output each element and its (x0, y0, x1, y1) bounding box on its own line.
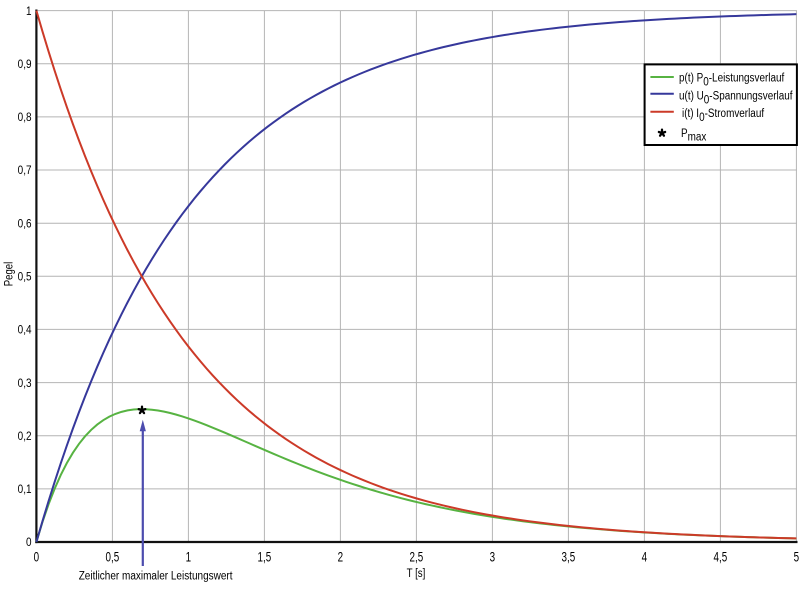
svg-text:1,5: 1,5 (258, 549, 272, 565)
svg-text:p(t) P0-Leistungsverlauf: p(t) P0-Leistungsverlauf (679, 72, 785, 89)
svg-text:0,4: 0,4 (18, 324, 32, 337)
svg-text:i(t) I0-Stromverlauf: i(t) I0-Stromverlauf (682, 107, 765, 124)
svg-text:Pegel: Pegel (2, 262, 15, 287)
svg-text:0,5: 0,5 (18, 271, 32, 284)
svg-text:1: 1 (26, 5, 32, 18)
svg-text:u(t) U0-Spannungsverlauf: u(t) U0-Spannungsverlauf (679, 89, 793, 106)
svg-text:2: 2 (338, 549, 343, 565)
svg-text:0: 0 (34, 549, 40, 565)
svg-text:0,2: 0,2 (18, 430, 32, 443)
svg-text:0,7: 0,7 (18, 164, 32, 177)
svg-text:0,8: 0,8 (18, 111, 32, 124)
svg-text:0,5: 0,5 (106, 549, 120, 565)
svg-text:4: 4 (642, 549, 648, 565)
svg-text:1: 1 (186, 549, 191, 565)
svg-text:0,9: 0,9 (18, 58, 32, 71)
svg-text:0,6: 0,6 (18, 218, 32, 231)
svg-text:2,5: 2,5 (410, 549, 424, 565)
svg-text:Zeitlicher maximaler Leistungs: Zeitlicher maximaler Leistungswert (79, 569, 234, 582)
svg-text:0,1: 0,1 (18, 483, 32, 496)
svg-text:0,3: 0,3 (18, 377, 32, 390)
svg-text:Pmax: Pmax (681, 127, 707, 144)
svg-text:0: 0 (26, 536, 32, 549)
svg-text:3: 3 (490, 549, 496, 565)
svg-text:3,5: 3,5 (562, 549, 576, 565)
svg-text:T [s]: T [s] (407, 567, 426, 580)
svg-text:4,5: 4,5 (714, 549, 728, 565)
svg-text:5: 5 (794, 549, 800, 565)
